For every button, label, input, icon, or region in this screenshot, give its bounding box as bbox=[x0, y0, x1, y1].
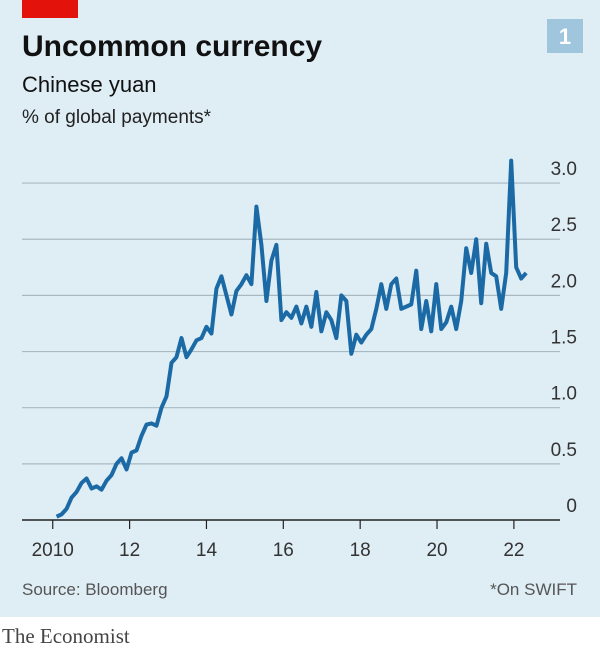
y-tick-label: 0.5 bbox=[551, 440, 577, 461]
footnote: *On SWIFT bbox=[490, 580, 577, 599]
x-tick-label: 18 bbox=[350, 540, 371, 561]
chart-number-box bbox=[547, 19, 583, 53]
chart-number: 1 bbox=[559, 24, 571, 49]
y-tick-label: 1.5 bbox=[551, 328, 577, 349]
chart-title: Uncommon currency bbox=[22, 30, 322, 63]
x-tick-label: 22 bbox=[503, 540, 524, 561]
data-line bbox=[55, 158, 528, 519]
y-axis-label: % of global payments* bbox=[22, 107, 212, 128]
y-tick-label: 2.0 bbox=[551, 271, 577, 292]
x-tick-label: 20 bbox=[426, 540, 447, 561]
x-tick-label: 12 bbox=[119, 540, 140, 561]
x-tick-label: 14 bbox=[196, 540, 218, 561]
y-tick-label: 1.0 bbox=[551, 384, 577, 405]
x-tick-label: 16 bbox=[273, 540, 294, 561]
footer-band bbox=[0, 617, 600, 653]
y-tick-label: 3.0 bbox=[551, 159, 577, 180]
y-tick-label: 2.5 bbox=[551, 215, 577, 236]
x-tick-label: 2010 bbox=[32, 540, 74, 561]
publisher: The Economist bbox=[2, 624, 130, 648]
y-tick-label: 0 bbox=[566, 496, 577, 517]
chart-subtitle: Chinese yuan bbox=[22, 72, 157, 97]
red-tag bbox=[22, 0, 78, 18]
source: Source: Bloomberg bbox=[22, 580, 168, 599]
